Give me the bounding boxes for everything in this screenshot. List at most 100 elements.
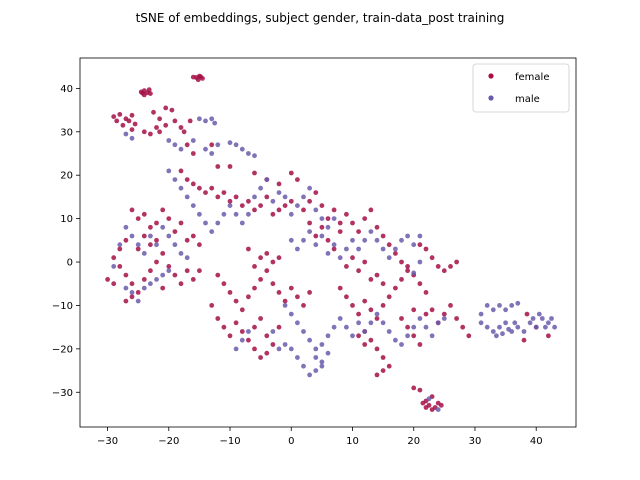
point-female [233, 194, 239, 200]
point-female [111, 255, 117, 261]
point-female [163, 105, 169, 111]
point-male [546, 320, 551, 326]
point-female [423, 405, 429, 410]
point-female [380, 281, 386, 287]
point-male [301, 363, 306, 369]
point-male [417, 316, 423, 321]
point-female [209, 185, 215, 191]
point-male [111, 264, 117, 269]
point-female [331, 207, 337, 213]
point-male [331, 324, 337, 330]
point-male [429, 333, 435, 339]
point-male [521, 329, 527, 334]
y-tick-label: 40 [60, 84, 73, 95]
point-female [386, 363, 392, 369]
point-female [129, 281, 135, 287]
point-female [105, 277, 110, 282]
x-tick-label: −20 [158, 436, 179, 447]
point-male [350, 237, 355, 243]
point-male [497, 303, 502, 308]
point-male [313, 355, 319, 360]
point-male [212, 120, 218, 126]
point-female [246, 246, 251, 252]
point-female [252, 285, 257, 291]
point-male [307, 229, 312, 235]
point-female [148, 131, 153, 137]
point-female [227, 164, 233, 169]
point-female [126, 118, 132, 124]
point-male [184, 194, 190, 200]
point-female [239, 203, 245, 209]
point-male [209, 116, 215, 122]
point-female [362, 216, 368, 222]
point-male [239, 146, 245, 152]
point-male [500, 331, 505, 337]
point-female [252, 170, 257, 176]
point-male [313, 242, 319, 248]
point-female [393, 251, 398, 256]
plot-area [79, 57, 577, 428]
point-male [239, 337, 245, 343]
point-male [362, 329, 368, 334]
point-female [190, 181, 196, 187]
point-female [233, 320, 239, 326]
point-female [423, 290, 429, 295]
point-female [184, 237, 190, 243]
point-female [411, 307, 417, 313]
y-tick-label: 20 [60, 171, 73, 182]
point-male [426, 396, 432, 402]
point-female [441, 311, 447, 317]
point-male [301, 194, 306, 200]
point-female [460, 324, 466, 330]
point-female [172, 272, 178, 278]
point-female [239, 307, 245, 313]
point-male [270, 198, 276, 204]
point-male [325, 333, 331, 339]
point-male [368, 229, 374, 235]
point-male [288, 211, 294, 217]
point-female [111, 281, 117, 287]
point-male [543, 324, 548, 330]
point-male [417, 233, 423, 239]
point-female [227, 290, 233, 295]
point-male [539, 316, 545, 321]
point-female [423, 246, 429, 252]
point-male [533, 324, 539, 330]
point-female [313, 233, 319, 239]
y-tick-label: −10 [52, 301, 73, 312]
point-female [246, 294, 251, 300]
point-female [429, 255, 435, 261]
point-female [264, 350, 270, 356]
point-male [380, 320, 386, 326]
point-male [295, 355, 300, 360]
point-female [239, 329, 245, 334]
point-female [141, 129, 147, 135]
point-male [160, 272, 166, 278]
point-male [380, 246, 386, 252]
point-female [117, 264, 123, 269]
point-female [368, 207, 374, 213]
point-female [209, 142, 215, 148]
point-female [141, 211, 147, 217]
point-female [178, 125, 184, 130]
point-male [319, 216, 325, 222]
point-male [503, 307, 508, 313]
point-female [169, 107, 175, 113]
point-female [448, 303, 453, 308]
point-female [129, 112, 135, 118]
point-male [178, 185, 184, 191]
point-female [227, 198, 233, 204]
point-female [405, 264, 410, 269]
point-male [325, 251, 331, 256]
point-male [288, 346, 294, 352]
point-male [209, 229, 215, 235]
point-male [203, 146, 208, 152]
point-female [270, 281, 276, 287]
point-male [301, 329, 306, 334]
point-male [386, 255, 392, 261]
point-female [362, 298, 368, 304]
point-female [350, 255, 355, 261]
point-male [356, 320, 361, 326]
point-female [337, 220, 343, 226]
point-female [264, 251, 270, 256]
